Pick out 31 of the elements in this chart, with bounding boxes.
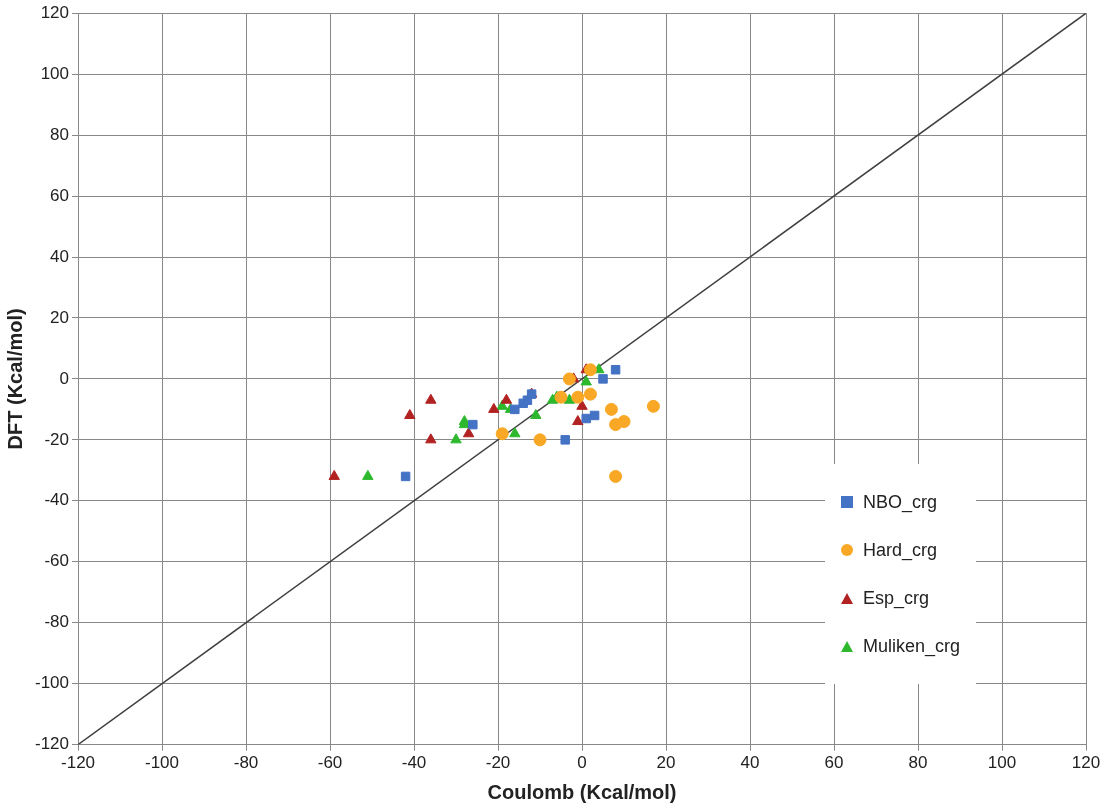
x-tick-label: 20 — [656, 753, 676, 773]
y-tick-label: -60 — [44, 551, 70, 571]
legend-label: Esp_crg — [862, 587, 929, 609]
legend-label: Hard_crg — [862, 539, 937, 561]
x-tick-label: -100 — [145, 753, 180, 773]
y-tick-label: 120 — [40, 2, 70, 22]
y-tick-label: -40 — [44, 490, 70, 510]
x-tick-label: -20 — [485, 753, 511, 773]
legend-label: Muliken_crg — [862, 635, 960, 657]
x-axis-title: Coulomb (Kcal/mol) — [487, 780, 677, 803]
x-tick-label: 120 — [1071, 753, 1101, 773]
y-tick-label: -80 — [44, 612, 70, 632]
y-axis-title: DFT (Kcal/mol) — [3, 308, 26, 450]
y-tick-label: 0 — [59, 368, 70, 388]
y-tick-label: -120 — [34, 734, 70, 754]
x-tick-label: 80 — [908, 753, 928, 773]
y-tick-label: -100 — [34, 673, 70, 693]
y-tick-label: -20 — [44, 429, 70, 449]
x-tick-label: 40 — [740, 753, 760, 773]
y-tick-label: 40 — [50, 246, 70, 266]
x-tick-label: 0 — [577, 753, 587, 773]
x-tick-label: 100 — [987, 753, 1017, 773]
legend-label: NBO_crg — [862, 491, 937, 513]
y-tick-label: 80 — [50, 124, 70, 144]
y-tick-label: 20 — [50, 307, 70, 327]
y-tick-label: 60 — [50, 185, 70, 205]
y-tick-label: 100 — [40, 63, 70, 83]
x-tick-label: -80 — [233, 753, 259, 773]
x-tick-label: -60 — [317, 753, 343, 773]
x-tick-label: 60 — [824, 753, 844, 773]
x-tick-label: -40 — [401, 753, 427, 773]
